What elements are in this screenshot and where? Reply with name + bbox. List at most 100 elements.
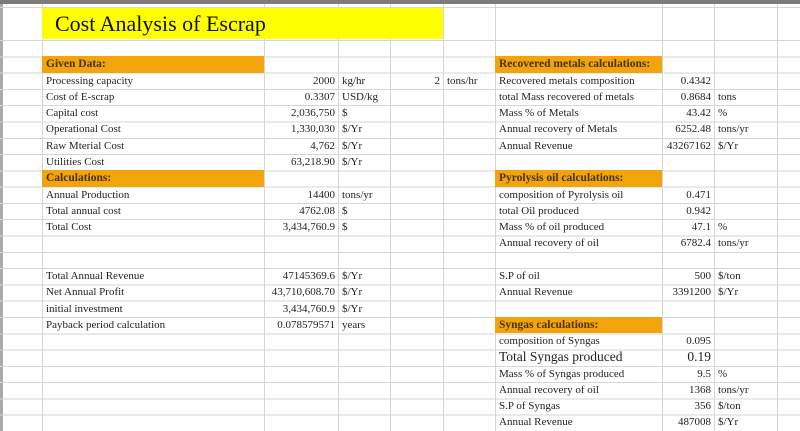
cell-value2[interactable]	[390, 105, 443, 121]
cell-unit2[interactable]	[443, 349, 495, 365]
cell-label[interactable]: S.P of oil	[499, 269, 540, 282]
cell-unit[interactable]: tons/yr	[718, 123, 749, 136]
cell-value[interactable]: 2,036,750	[291, 107, 335, 120]
cell-value2[interactable]	[390, 56, 443, 72]
cell-unit2[interactable]	[443, 154, 495, 170]
sheet-title-cell[interactable]: Cost Analysis of Escrap	[42, 8, 443, 39]
cell-value2[interactable]	[390, 414, 443, 430]
cell-unit[interactable]: $/Yr	[718, 139, 739, 152]
cell-value2[interactable]	[390, 235, 443, 251]
cell-value2[interactable]	[390, 89, 443, 105]
cell-value[interactable]: 0.3307	[304, 90, 335, 103]
cell-unit[interactable]	[338, 252, 390, 268]
cell-unit[interactable]	[714, 40, 777, 56]
cell-label[interactable]	[42, 414, 264, 430]
cell-label[interactable]	[42, 382, 264, 398]
cell-value[interactable]	[264, 366, 338, 382]
cell-unit2[interactable]	[443, 333, 495, 349]
cell-unit[interactable]: %	[718, 367, 728, 380]
cell-label[interactable]: Payback period calculation	[46, 318, 166, 331]
cell-unit[interactable]	[338, 40, 390, 56]
cell-value[interactable]: 6782.4	[680, 237, 711, 250]
cell-value2[interactable]	[390, 170, 443, 186]
cell-value[interactable]: 487008	[678, 416, 711, 429]
cell-label[interactable]: Given Data:	[42, 56, 264, 73]
cell-label[interactable]: total Mass recovered of metals	[499, 90, 635, 103]
cell-value2[interactable]	[390, 40, 443, 56]
cell-value[interactable]: 43267162	[667, 139, 711, 152]
cell-unit[interactable]: $/Yr	[718, 286, 739, 299]
cell-unit2[interactable]	[443, 268, 495, 284]
cell-value2[interactable]	[390, 268, 443, 284]
cell-unit[interactable]: $/ton	[718, 400, 741, 413]
cell-unit2[interactable]	[443, 121, 495, 137]
cell-unit2[interactable]	[443, 170, 495, 186]
cell-unit[interactable]: tons	[718, 90, 737, 103]
cell-value2[interactable]	[390, 154, 443, 170]
cell-label[interactable]: Total Syngas produced	[499, 349, 623, 365]
cell-value2[interactable]	[390, 366, 443, 382]
cell-value[interactable]: 1368	[689, 383, 711, 396]
cell-label[interactable]: Annual recovery of oil	[499, 237, 599, 250]
cell-unit[interactable]	[714, 154, 777, 170]
cell-unit[interactable]: $/Yr	[342, 139, 363, 152]
cell-unit2[interactable]	[443, 366, 495, 382]
cell-unit2[interactable]	[443, 252, 495, 268]
cell-unit[interactable]: USD/kg	[342, 90, 379, 103]
cell-unit2[interactable]	[443, 56, 495, 72]
cell-unit[interactable]	[338, 382, 390, 398]
cell-label[interactable]	[42, 349, 264, 365]
cell-label[interactable]: Recovered metals calculations:	[495, 56, 662, 73]
cell-value[interactable]	[264, 56, 338, 72]
cell-unit[interactable]	[338, 349, 390, 365]
cell-unit[interactable]	[714, 252, 777, 268]
cell-value[interactable]	[264, 170, 338, 186]
cell-unit[interactable]	[714, 73, 777, 89]
cell-value[interactable]	[264, 235, 338, 251]
cell-value[interactable]: 0.095	[686, 335, 711, 348]
cell-value[interactable]: 4,762	[310, 139, 335, 152]
cell-label[interactable]: composition of Syngas	[499, 335, 600, 348]
cell-unit[interactable]	[714, 301, 777, 317]
cell-value[interactable]	[264, 414, 338, 430]
cell-label[interactable]: Pyrolysis oil calculations:	[495, 170, 662, 187]
cell-value2[interactable]	[390, 203, 443, 219]
cell-value[interactable]	[264, 252, 338, 268]
cell-unit[interactable]: tons/yr	[718, 237, 749, 250]
cell-unit2[interactable]: tons/hr	[447, 74, 478, 87]
cell-value2[interactable]	[390, 317, 443, 333]
cell-label[interactable]: S.P of Syngas	[499, 400, 561, 413]
cell-unit2[interactable]	[443, 382, 495, 398]
cell-unit[interactable]	[338, 56, 390, 72]
cell-label[interactable]: Net Annual Profit	[46, 286, 125, 299]
cell-unit2[interactable]	[443, 235, 495, 251]
cell-value[interactable]	[662, 154, 714, 170]
cell-value[interactable]: 0.078579571	[277, 318, 335, 331]
cell-value[interactable]: 0.4342	[680, 74, 711, 87]
cell-unit[interactable]	[714, 349, 777, 365]
cell-label[interactable]: Operational Cost	[46, 123, 121, 136]
cell-unit2[interactable]	[443, 219, 495, 235]
cell-value[interactable]: 63,218.90	[291, 155, 335, 168]
cell-value[interactable]	[264, 40, 338, 56]
cell-unit[interactable]	[338, 366, 390, 382]
cell-unit[interactable]	[714, 56, 777, 72]
cell-value[interactable]: 3,434,760.9	[282, 302, 335, 315]
cell-value[interactable]: 47.1	[691, 221, 711, 234]
cell-label[interactable]: Annual recovery of Metals	[499, 123, 618, 136]
cell-unit2[interactable]	[443, 89, 495, 105]
cell-value2[interactable]	[390, 284, 443, 300]
cell-value[interactable]: 0.942	[686, 204, 711, 217]
cell-label[interactable]	[42, 252, 264, 268]
cell-unit[interactable]	[338, 235, 390, 251]
cell-unit[interactable]: %	[718, 107, 728, 120]
cell-label[interactable]: Mass % of Syngas produced	[499, 367, 625, 380]
cell-label[interactable]: Total Cost	[46, 221, 92, 234]
cell-label[interactable]: Raw Mterial Cost	[46, 139, 125, 152]
cell-label[interactable]	[495, 252, 662, 268]
cell-label[interactable]: Mass % of Metals	[499, 107, 579, 120]
cell-value[interactable]: 43.42	[686, 107, 711, 120]
cell-label[interactable]: Annual recovery of oil	[499, 383, 599, 396]
cell-unit2[interactable]	[443, 105, 495, 121]
cell-unit[interactable]: $	[342, 221, 348, 234]
